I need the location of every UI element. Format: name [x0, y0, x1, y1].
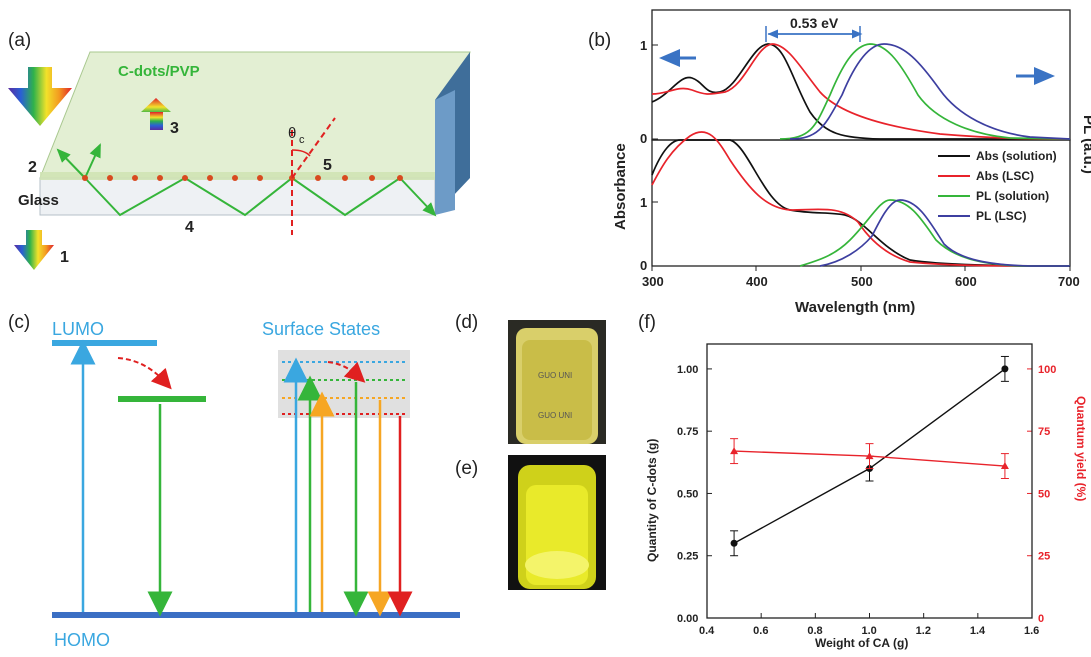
f-xtick-label: 0.6 — [753, 625, 768, 637]
f-ytick-right-label: 75 — [1038, 426, 1050, 438]
f-xtick-label: 1.2 — [916, 625, 931, 637]
path-1-label: 1 — [60, 249, 69, 266]
pl-solution-top — [779, 43, 1071, 140]
panel-e-label: (e) — [455, 458, 479, 479]
tick-bottom-0: 0 — [640, 258, 647, 273]
f-point — [1000, 462, 1009, 470]
glass-label: Glass — [18, 192, 59, 209]
f-xtick-label: 1.6 — [1024, 625, 1039, 637]
homo-level — [52, 612, 460, 618]
f-xtick-label: 0.8 — [807, 625, 822, 637]
c-dots — [82, 175, 403, 181]
abs-lsc-top — [651, 43, 1071, 140]
f-ytick-right-label: 100 — [1038, 364, 1056, 376]
path-4-label: 4 — [185, 219, 194, 236]
abs-lsc-bottom — [651, 131, 1071, 267]
pl-solution-bottom — [799, 199, 1070, 267]
escape-light-arrow — [14, 230, 54, 270]
incident-light-arrow — [8, 67, 72, 126]
svg-text:GUO UNI: GUO UNI — [538, 371, 572, 380]
legend-abs-solution: Abs (solution) — [976, 149, 1057, 163]
legend-pl-solution: PL (solution) — [976, 189, 1049, 203]
legend: Abs (solution) Abs (LSC) PL (solution) P… — [938, 149, 1057, 223]
yield-chart: 0.4 0.6 0.8 1.0 1.2 1.4 1.6 0.00 0.25 0.50 0.75 1.0… — [645, 343, 1088, 650]
delta-label: 0.53 eV — [790, 15, 839, 31]
f-x-axis-title: Weight of CA (g) — [815, 636, 908, 650]
f-ytick-right-label: 50 — [1038, 488, 1050, 500]
path-3-label: 3 — [170, 120, 179, 137]
energy-diagram: LUMO HOMO Surface States — [52, 319, 460, 650]
xtick-300: 300 — [642, 274, 664, 289]
angle-sub: c — [299, 134, 305, 146]
lumo-level — [52, 340, 157, 346]
tick-top-1: 1 — [640, 38, 647, 53]
f-y-axis-title-right: Quantum yield (%) — [1074, 396, 1088, 501]
pl-lsc-top — [789, 43, 1071, 140]
xtick-400: 400 — [746, 274, 768, 289]
y-axis-title-right: PL (a.u.) — [1080, 115, 1091, 174]
tick-top-0: 0 — [640, 131, 647, 146]
film-layer — [40, 172, 435, 180]
f-ytick-left-label: 0.50 — [677, 488, 698, 500]
path-2-label: 2 — [28, 159, 37, 176]
surface-states-label: Surface States — [262, 319, 380, 339]
f-ytick-right-label: 25 — [1038, 551, 1050, 563]
legend-abs-lsc: Abs (LSC) — [976, 169, 1034, 183]
f-point — [1001, 365, 1009, 373]
glass-top-face — [39, 51, 471, 179]
panel-d-label: (d) — [455, 312, 479, 333]
panel-b: (b) 0.53 eV — [580, 0, 1091, 320]
xtick-700: 700 — [1058, 274, 1080, 289]
path-5-label: 5 — [323, 157, 332, 174]
abs-solution-bottom — [651, 139, 1071, 267]
f-y-axis-title-left: Quantity of C-dots (g) — [645, 439, 659, 562]
panel-c-label: (c) — [8, 312, 31, 333]
lumo-label: LUMO — [52, 319, 104, 339]
x-axis-title: Wavelength (nm) — [795, 299, 915, 316]
panel-b-label: (b) — [588, 30, 612, 51]
angle-label: θ — [288, 125, 296, 142]
tick-bottom-1: 1 — [640, 195, 647, 210]
f-ytick-left-label: 0.00 — [677, 613, 698, 625]
homo-label: HOMO — [54, 630, 110, 650]
f-point — [730, 447, 739, 455]
intermediate-level — [118, 396, 206, 402]
light-guide-path — [84, 176, 437, 217]
lsc-schematic: C-dots/PVP Glass Solar Cell θ c 1 2 3 4 … — [8, 51, 508, 270]
panel-a-label: (a) — [8, 30, 32, 51]
solar-cell-front — [435, 90, 455, 215]
pl-lsc-bottom — [819, 199, 1070, 267]
f-xtick-label: 1.0 — [862, 625, 877, 637]
f-ytick-right-label: 0 — [1038, 613, 1044, 625]
f-ytick-left-label: 0.25 — [677, 551, 698, 563]
f-point — [730, 539, 738, 547]
film-label: C-dots/PVP — [118, 63, 200, 80]
panel-f-label: (f) — [638, 312, 656, 333]
xtick-600: 600 — [955, 274, 977, 289]
f-ytick-left-label: 0.75 — [677, 426, 698, 438]
panel-f: (f) 0.4 0.6 0.8 1.0 1.2 1.4 1.6 0.00 0.25 0.50 0.7… — [620, 300, 1091, 652]
surface-states-box — [278, 350, 410, 418]
panel-a: (a) — [0, 0, 560, 300]
critical-line — [291, 117, 336, 179]
svg-text:GUO UNI: GUO UNI — [538, 411, 572, 420]
xtick-500: 500 — [851, 274, 873, 289]
f-ytick-left-label: 1.00 — [677, 364, 698, 376]
f-xtick-label: 1.4 — [970, 625, 986, 637]
f-xtick-label: 0.4 — [699, 625, 715, 637]
f-point — [865, 452, 874, 460]
vial-photo-daylight: GUO UNI GUO UNI — [508, 320, 606, 444]
panel-c: (c) LUMO HOMO Surface States — [0, 300, 470, 652]
legend-pl-lsc: PL (LSC) — [976, 209, 1026, 223]
spectra-chart: 0.53 eV 1 0 1 0 300 400 500 600 7 — [612, 9, 1091, 316]
vial-photo-uv — [508, 455, 606, 590]
y-axis-title-left: Absorbance — [612, 143, 629, 230]
